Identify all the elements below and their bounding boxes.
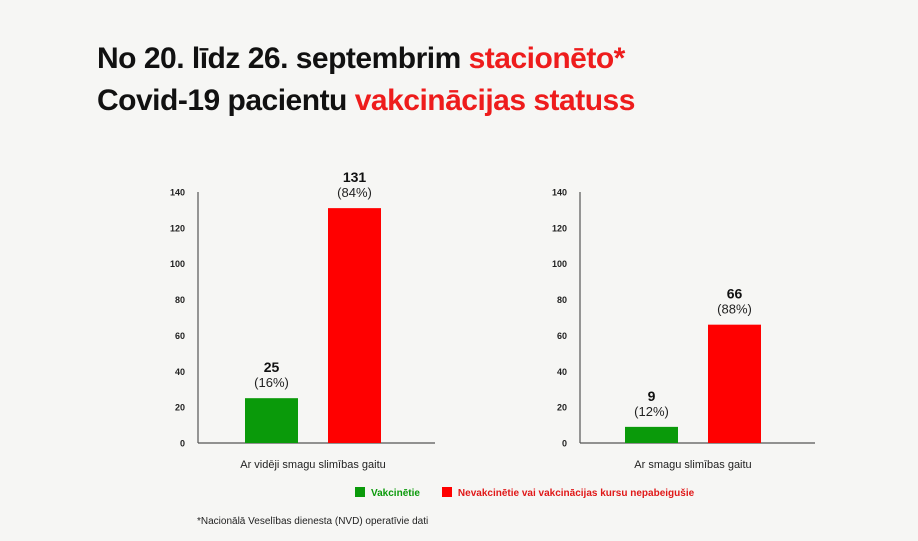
y-tick-label: 140 <box>552 188 567 198</box>
title-line1: No 20. līdz 26. septembrim <box>97 42 469 75</box>
bar-vaccinated <box>245 398 298 443</box>
bar-unvaccinated <box>328 208 381 443</box>
legend-item-unvaccinated: Nevakcinētie vai vakcinācijas kursu nepa… <box>441 487 695 499</box>
x-category-label: Ar smagu slimības gaitu <box>634 459 751 471</box>
data-label-percent: (12%) <box>634 404 669 419</box>
y-tick-label: 20 <box>175 403 185 413</box>
legend-swatch-green <box>355 487 365 497</box>
data-label-value: 66 <box>727 286 743 302</box>
y-tick-label: 140 <box>170 188 185 198</box>
y-tick-label: 0 <box>180 439 185 449</box>
y-tick-label: 80 <box>557 295 567 305</box>
y-tick-label: 120 <box>170 223 185 233</box>
data-label-percent: (88%) <box>717 302 752 317</box>
y-tick-label: 40 <box>175 367 185 377</box>
bar-vaccinated <box>625 426 678 443</box>
footnote: *Nacionālā Veselības dienesta (NVD) oper… <box>197 516 429 527</box>
y-tick-label: 100 <box>170 259 185 269</box>
legend: Vakcinētie Nevakcinētie vai vakcinācijas… <box>355 487 694 499</box>
data-label-value: 25 <box>264 359 280 375</box>
y-tick-label: 80 <box>175 295 185 305</box>
data-label-value: 9 <box>648 388 656 404</box>
title-line1-highlight: stacionēto* <box>468 42 626 75</box>
title-line2-highlight: vakcinācijas statuss <box>354 84 636 117</box>
x-category-label: Ar vidēji smagu slimības gaitu <box>240 459 386 471</box>
data-label-value: 131 <box>343 169 367 185</box>
y-tick-label: 60 <box>557 331 567 341</box>
bar-unvaccinated <box>708 324 761 443</box>
title-line2: Covid-19 pacientu <box>97 84 355 117</box>
chart-title: No 20. līdz 26. septembrim stacionēto* C… <box>97 38 635 122</box>
legend-label: Nevakcinētie vai vakcinācijas kursu nepa… <box>457 488 695 499</box>
y-tick-label: 40 <box>557 367 567 377</box>
y-tick-label: 60 <box>175 331 185 341</box>
data-label-percent: (16%) <box>254 375 289 390</box>
y-tick-label: 0 <box>562 439 567 449</box>
y-tick-label: 100 <box>552 259 567 269</box>
legend-item-vaccinated: Vakcinētie <box>355 487 420 499</box>
y-tick-label: 20 <box>557 403 567 413</box>
y-tick-label: 120 <box>552 223 567 233</box>
legend-label: Vakcinētie <box>371 488 420 499</box>
legend-swatch-red <box>441 487 452 497</box>
data-label-percent: (84%) <box>337 185 372 200</box>
